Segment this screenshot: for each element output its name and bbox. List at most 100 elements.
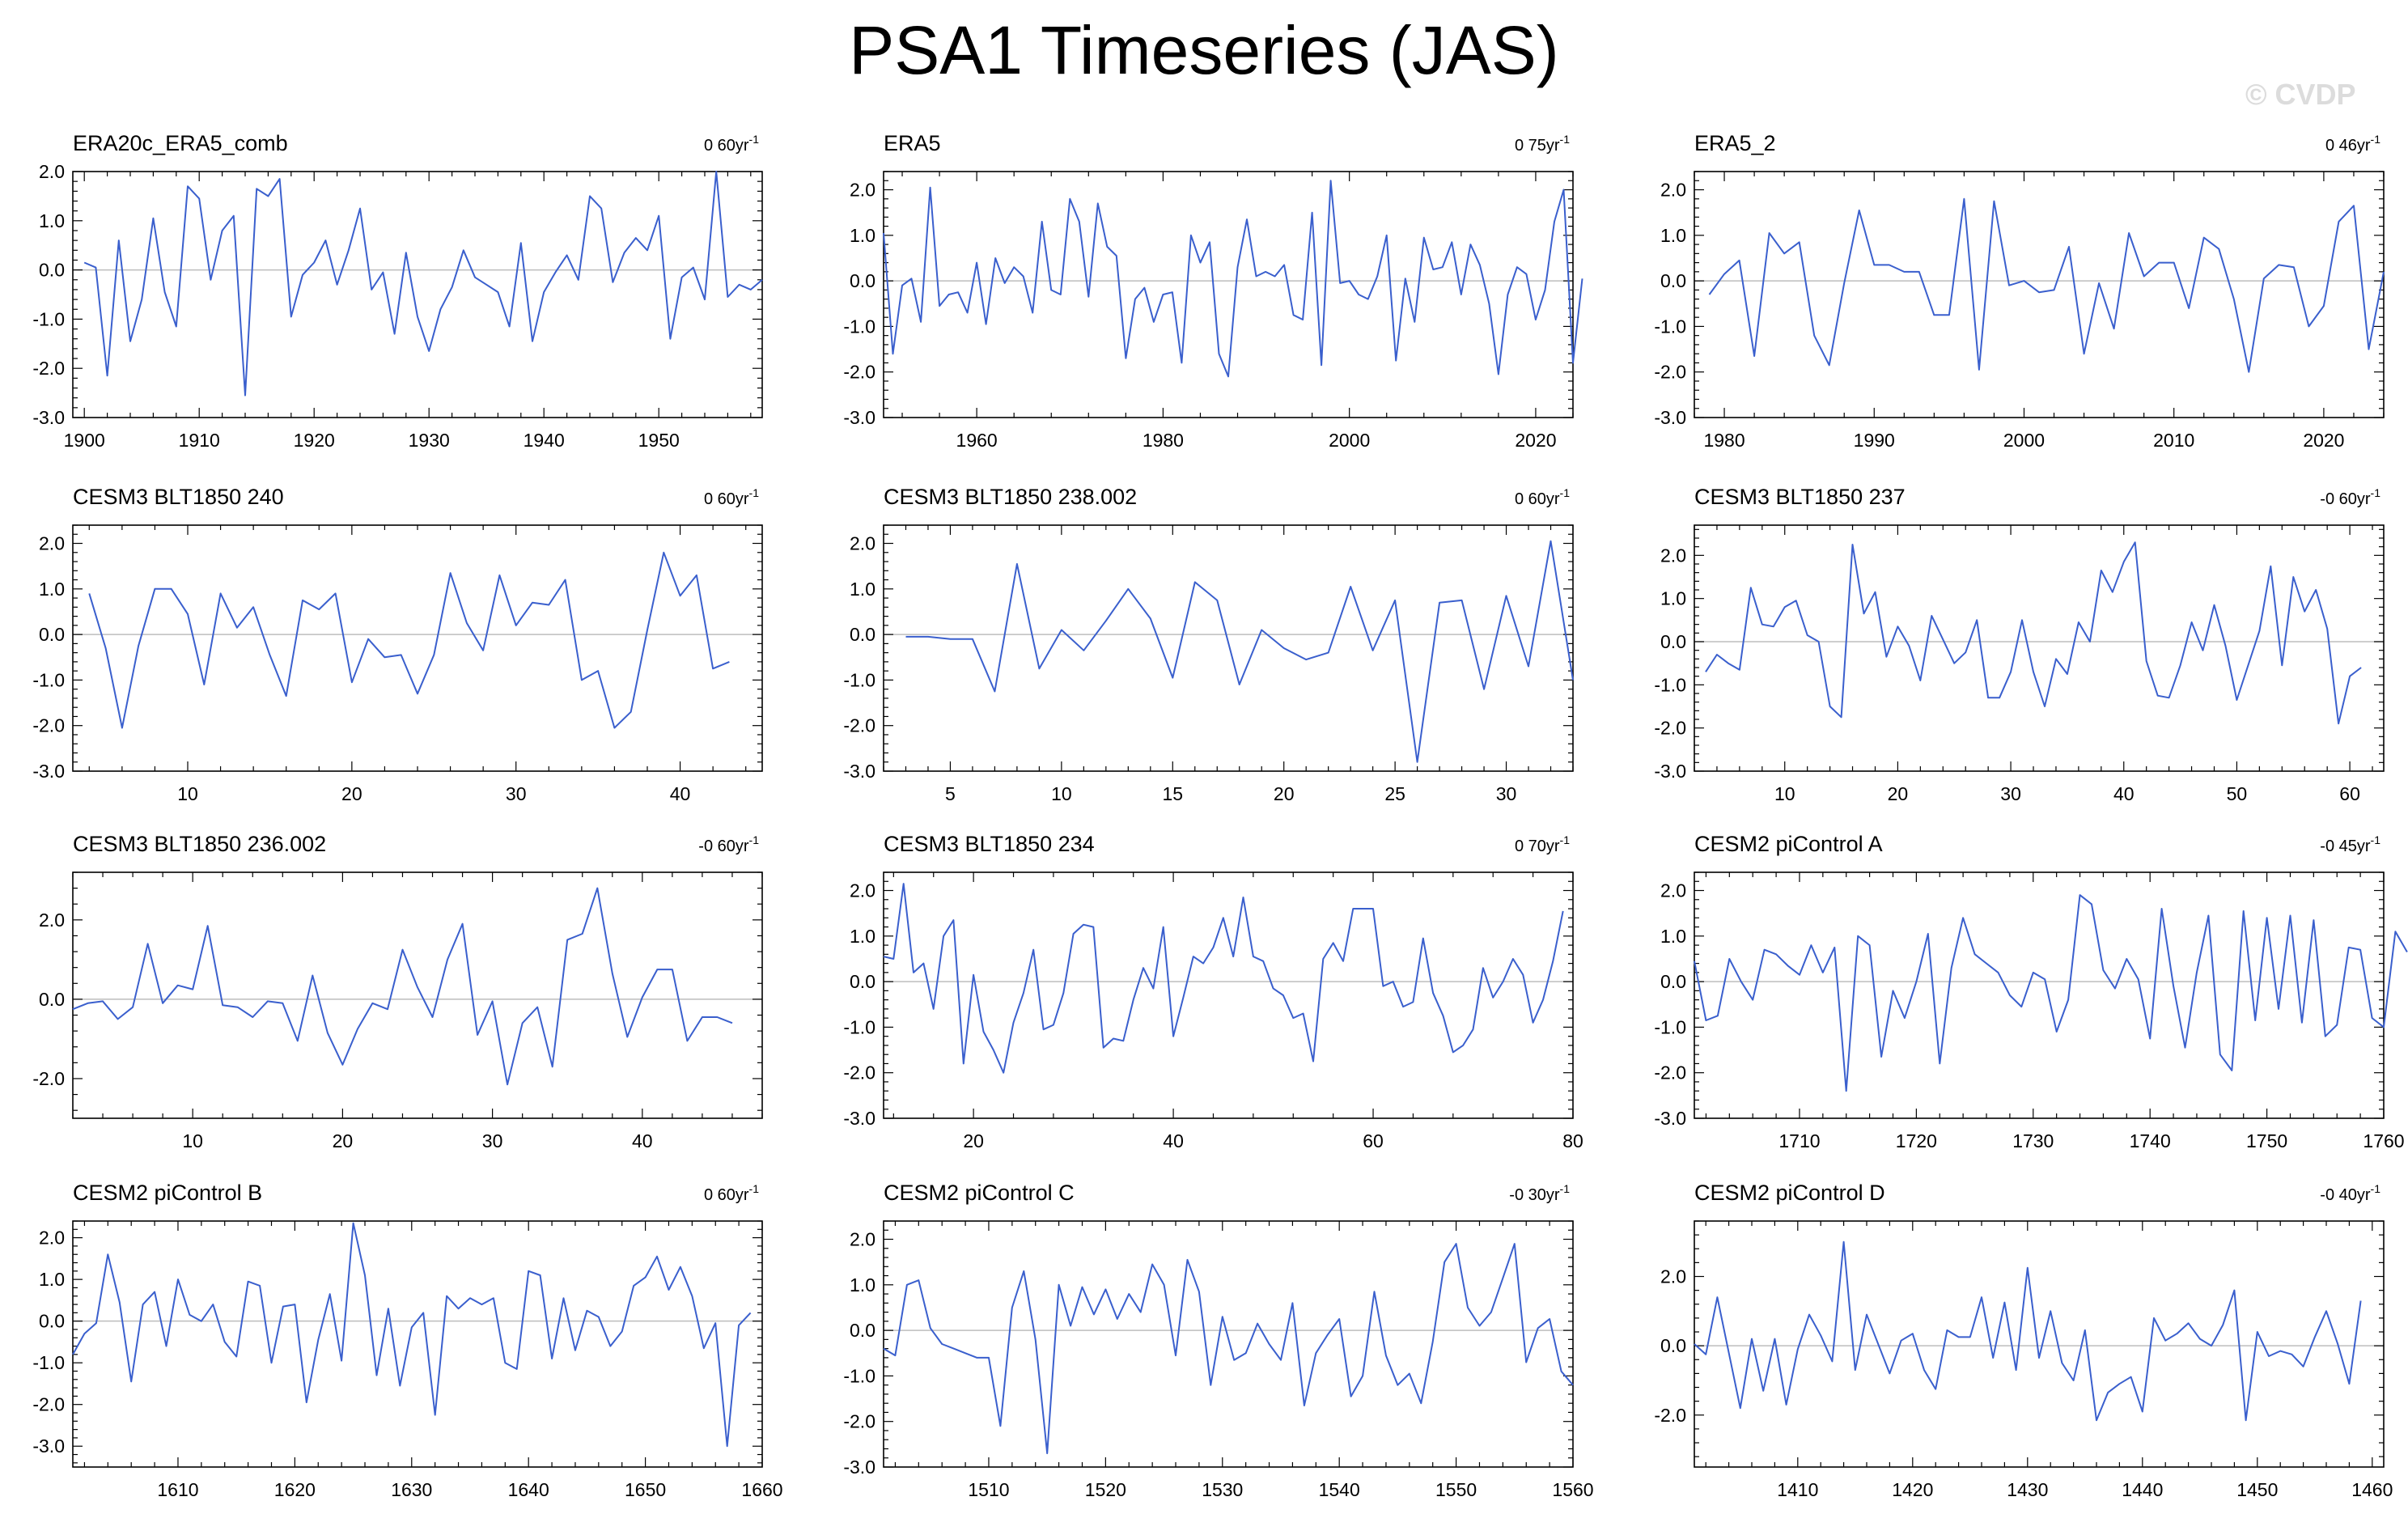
x-tick-label: 1560	[1552, 1479, 1593, 1500]
y-tick-label: 1.0	[39, 210, 65, 231]
y-tick-label: 0.0	[1660, 1335, 1686, 1356]
y-tick-label: 2.0	[1660, 180, 1686, 201]
x-tick-label: 25	[1384, 783, 1405, 804]
plot-frame	[883, 524, 1574, 772]
plot-frame	[1694, 1220, 2385, 1468]
plot-frame	[72, 171, 763, 418]
series-line	[72, 887, 733, 1086]
y-tick-label: -1.0	[843, 669, 875, 690]
y-tick-label: -2.0	[1654, 1405, 1686, 1426]
x-tick-label: 1640	[508, 1479, 549, 1500]
trend-label: 0 60yr-1	[704, 133, 759, 155]
chart-title: CESM2 piControl B	[73, 1181, 262, 1205]
series-line	[1708, 197, 2385, 373]
y-tick-label: 2.0	[1660, 880, 1686, 901]
y-tick-label: 2.0	[39, 910, 65, 931]
y-tick-label: -1.0	[843, 316, 875, 337]
trend-label: 0 60yr-1	[704, 1182, 759, 1204]
x-tick-label: 1430	[2007, 1479, 2048, 1500]
y-tick-label: -3.0	[32, 1435, 65, 1457]
x-tick-label: 5	[945, 783, 956, 804]
chart-panel: CESM2 piControl D -0 40yr-1 -2.0 0.0 2.0 1410…	[1654, 1181, 2393, 1500]
x-tick-label: 2010	[2153, 430, 2194, 451]
x-tick-label: 1660	[741, 1479, 782, 1500]
y-tick-label: -3.0	[843, 1457, 875, 1478]
x-tick-label: 1710	[1778, 1130, 1820, 1151]
y-tick-label: -3.0	[843, 761, 875, 782]
chart-title: ERA5	[884, 131, 941, 155]
x-tick-label: 1650	[625, 1479, 666, 1500]
series-line	[905, 540, 1574, 763]
y-tick-label: -1.0	[32, 1352, 65, 1373]
y-tick-label: 0.0	[39, 624, 65, 645]
trend-label: 0 60yr-1	[1515, 486, 1570, 508]
y-tick-label: -1.0	[1654, 316, 1686, 337]
y-tick-label: 2.0	[850, 180, 875, 201]
y-tick-label: -2.0	[1654, 1062, 1686, 1083]
y-tick-label: 0.0	[850, 270, 875, 291]
y-tick-label: 2.0	[850, 1229, 875, 1250]
y-tick-label: -2.0	[843, 715, 875, 736]
y-tick-label: -3.0	[32, 407, 65, 428]
x-tick-label: 15	[1162, 783, 1183, 804]
x-tick-label: 40	[2113, 783, 2135, 804]
plot-frame	[72, 524, 763, 772]
x-tick-label: 1410	[1777, 1479, 1818, 1500]
y-tick-label: 2.0	[850, 533, 875, 554]
y-tick-label: -3.0	[1654, 407, 1686, 428]
y-tick-label: -2.0	[843, 1411, 875, 1432]
trend-label: -0 60yr-1	[698, 833, 759, 855]
series-line	[1705, 541, 2362, 725]
y-tick-label: -3.0	[32, 761, 65, 782]
series-line	[883, 1243, 1574, 1455]
chart-panel: CESM3 BLT1850 237 -0 60yr-1 -3.0 -2.0 -1.0 0.…	[1654, 485, 2385, 804]
y-tick-label: -1.0	[1654, 674, 1686, 695]
x-tick-label: 60	[1363, 1130, 1384, 1151]
series-line	[883, 883, 1564, 1074]
plot-frame	[1694, 524, 2385, 772]
x-tick-label: 10	[182, 1130, 203, 1151]
x-tick-label: 1450	[2236, 1479, 2278, 1500]
y-tick-label: -1.0	[843, 1365, 875, 1386]
y-tick-label: -3.0	[843, 1108, 875, 1129]
chart-title: CESM2 piControl D	[1694, 1181, 1885, 1205]
x-tick-label: 40	[1163, 1130, 1184, 1151]
y-tick-label: 0.0	[1660, 270, 1686, 291]
y-tick-label: -3.0	[1654, 1108, 1686, 1129]
chart-panel: CESM3 BLT1850 238.002 0 60yr-1 -3.0 -2.0 -1.…	[843, 485, 1574, 804]
x-tick-label: 1440	[2122, 1479, 2163, 1500]
x-tick-label: 1520	[1085, 1479, 1126, 1500]
trend-label: -0 30yr-1	[1509, 1182, 1570, 1204]
series-line	[883, 180, 1583, 378]
trend-label: -0 45yr-1	[2320, 833, 2380, 855]
y-tick-label: -3.0	[1654, 761, 1686, 782]
x-tick-label: 2000	[1329, 430, 1370, 451]
x-tick-label: 60	[2339, 783, 2360, 804]
x-tick-label: 1990	[1854, 430, 1895, 451]
y-tick-label: -2.0	[1654, 362, 1686, 383]
plot-frame	[883, 871, 1574, 1119]
y-tick-label: 0.0	[850, 624, 875, 645]
chart-panel: CESM2 piControl B 0 60yr-1 -3.0 -2.0 -1.0 0.0…	[32, 1181, 782, 1500]
x-tick-label: 1510	[968, 1479, 1009, 1500]
x-tick-label: 20	[333, 1130, 354, 1151]
x-tick-label: 10	[1774, 783, 1795, 804]
trend-label: -0 40yr-1	[2320, 1182, 2380, 1204]
chart-panel: CESM2 piControl C -0 30yr-1 -3.0 -2.0 -1.0 0.…	[843, 1181, 1593, 1500]
x-tick-label: 20	[963, 1130, 984, 1151]
x-tick-label: 40	[670, 783, 691, 804]
x-tick-label: 1920	[294, 430, 335, 451]
y-tick-label: 1.0	[1660, 926, 1686, 947]
y-tick-label: -2.0	[1654, 718, 1686, 739]
chart-panel: CESM3 BLT1850 236.002 -0 60yr-1 -2.0 0.0 2.0…	[32, 832, 763, 1151]
trend-label: 0 70yr-1	[1515, 833, 1570, 855]
series-line	[72, 1222, 752, 1448]
x-tick-label: 2020	[1515, 430, 1556, 451]
y-tick-label: 0.0	[1660, 631, 1686, 652]
x-tick-label: 1750	[2246, 1130, 2287, 1151]
x-tick-label: 1610	[157, 1479, 198, 1500]
chart-title: CESM2 piControl C	[884, 1181, 1075, 1205]
x-tick-label: 1420	[1892, 1479, 1933, 1500]
x-tick-label: 1460	[2351, 1479, 2393, 1500]
